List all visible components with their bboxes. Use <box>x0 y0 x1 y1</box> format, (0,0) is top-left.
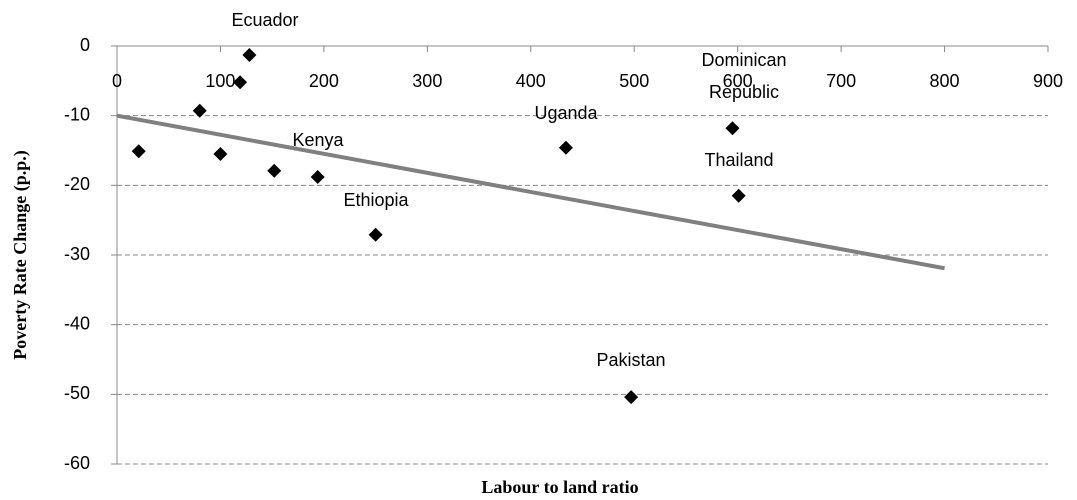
scatter-point <box>731 188 746 203</box>
scatter-point <box>624 390 639 405</box>
scatter-point <box>725 121 740 136</box>
annotation: Thailand <box>704 150 774 170</box>
scatter-point <box>242 48 257 63</box>
y-tick-label: -30 <box>64 244 90 264</box>
y-tick-label: -50 <box>64 383 90 403</box>
scatter-point <box>368 227 383 242</box>
x-tick-label: 100 <box>205 71 235 91</box>
y-tick-label: -20 <box>64 174 90 194</box>
annotation: Kenya <box>292 130 344 150</box>
scatter-point <box>558 140 573 155</box>
y-tick-label: -10 <box>64 104 90 124</box>
x-tick-label: 200 <box>309 71 339 91</box>
scatter-point <box>131 144 146 159</box>
y-tick-label: 0 <box>80 35 90 55</box>
x-tick-label: 400 <box>516 71 546 91</box>
x-tick-label: 800 <box>930 71 960 91</box>
trendline <box>116 113 945 271</box>
scatter-point <box>310 169 325 184</box>
x-tick-label: 600 <box>723 71 753 91</box>
annotation: Ethiopia <box>343 190 409 210</box>
x-tick-label: 700 <box>826 71 856 91</box>
y-axis-title: Poverty Rate Change (p.p.) <box>10 150 31 359</box>
scatter-point <box>267 163 282 178</box>
x-axis-title: Labour to land ratio <box>481 477 638 497</box>
y-tick-label: -40 <box>64 313 90 333</box>
annotation: Ecuador <box>231 10 299 30</box>
y-tick-label: -60 <box>64 453 90 473</box>
x-tick-label: 300 <box>412 71 442 91</box>
annotation: Dominican Republic <box>701 50 787 102</box>
x-tick-label: 0 <box>112 71 122 91</box>
scatter-point <box>213 146 228 161</box>
x-tick-label: 500 <box>619 71 649 91</box>
scatter-point <box>233 75 248 90</box>
annotation: Pakistan <box>596 350 666 370</box>
annotation: Uganda <box>534 103 598 123</box>
x-tick-label: 900 <box>1033 71 1063 91</box>
scatter-point <box>192 103 207 118</box>
